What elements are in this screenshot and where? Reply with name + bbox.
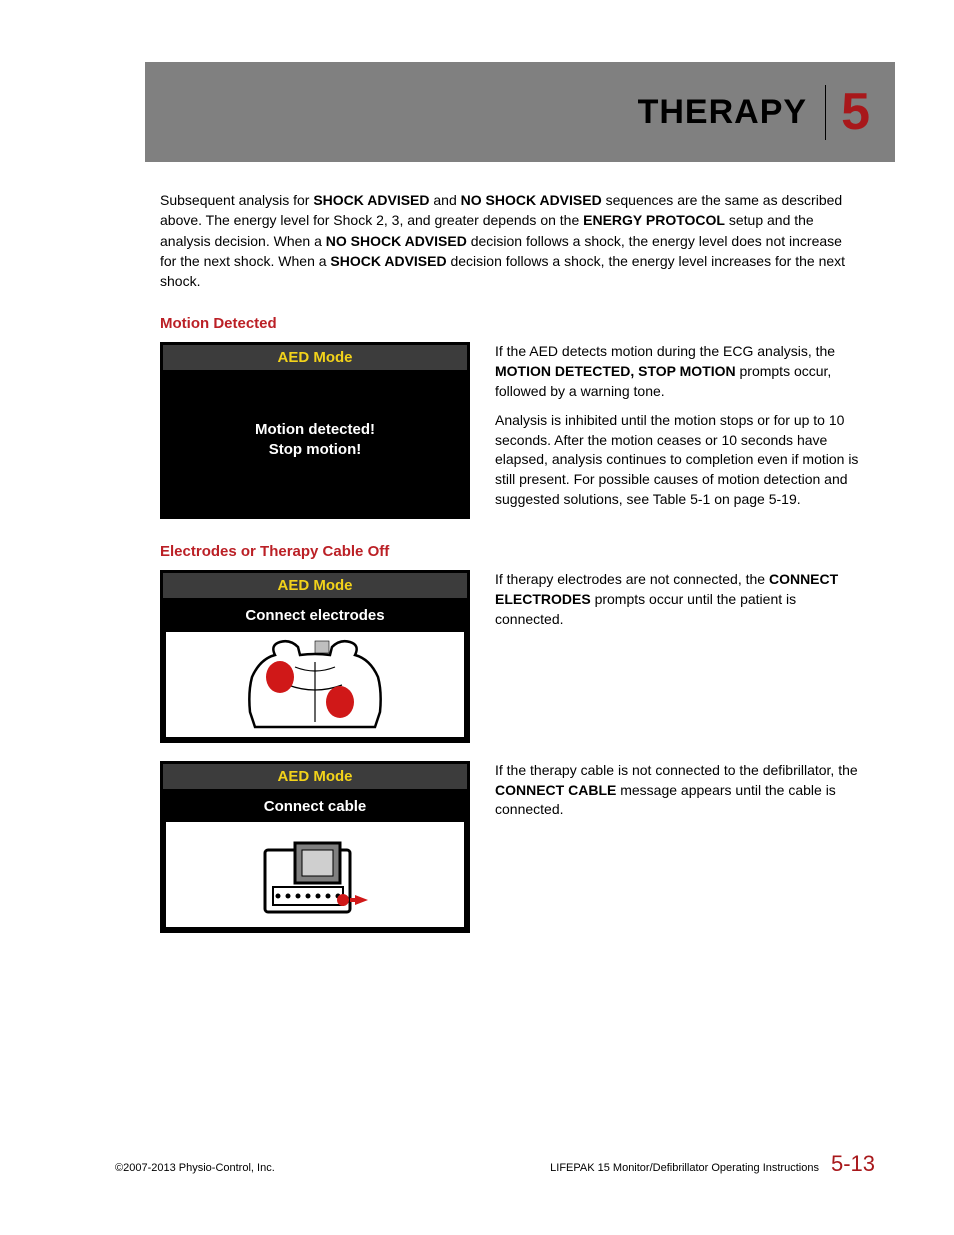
aed-mode-label: AED Mode	[163, 345, 467, 370]
paragraph: Analysis is inhibited until the motion s…	[495, 411, 860, 509]
aed-screen-cable: AED Mode Connect cable	[160, 761, 470, 934]
page-footer: ©2007-2013 Physio-Control, Inc. LIFEPAK …	[115, 1151, 875, 1177]
intro-paragraph: Subsequent analysis for SHOCK ADVISED an…	[160, 190, 860, 291]
page-content: Subsequent analysis for SHOCK ADVISED an…	[160, 190, 860, 951]
screen-message: Connect electrodes	[163, 606, 467, 626]
screen-message-line: Motion detected!	[163, 420, 467, 440]
bold-text: CONNECT CABLE	[495, 782, 616, 798]
section-heading-electrodes: Electrodes or Therapy Cable Off	[160, 543, 860, 560]
aed-screen-electrodes: AED Mode Connect electrodes	[160, 570, 470, 743]
aed-mode-label: AED Mode	[163, 573, 467, 598]
aed-screen-body: Motion detected! Stop motion!	[160, 370, 470, 519]
motion-description: If the AED detects motion during the ECG…	[495, 342, 860, 519]
paragraph: If the therapy cable is not connected to…	[495, 761, 860, 820]
bold-text: ENERGY PROTOCOL	[583, 212, 725, 228]
screen-message-line: Stop motion!	[163, 440, 467, 460]
header-divider	[825, 85, 826, 140]
paragraph: If therapy electrodes are not connected,…	[495, 570, 860, 629]
defibrillator-icon	[240, 825, 390, 925]
aed-screen-body: Connect cable	[160, 789, 470, 934]
electrode-placement-illustration	[166, 632, 464, 737]
text: If therapy electrodes are not connected,…	[495, 571, 769, 587]
cable-row: AED Mode Connect cable	[160, 761, 860, 934]
text: If the AED detects motion during the ECG…	[495, 343, 835, 359]
bold-text: NO SHOCK ADVISED	[461, 192, 602, 208]
text: and	[430, 192, 461, 208]
electrodes-row: AED Mode Connect electrodes	[160, 570, 860, 743]
aed-mode-label: AED Mode	[163, 764, 467, 789]
motion-row: AED Mode Motion detected! Stop motion! I…	[160, 342, 860, 519]
aed-screen-body: Connect electrodes	[160, 598, 470, 743]
bold-text: SHOCK ADVISED	[313, 192, 429, 208]
defibrillator-illustration	[166, 822, 464, 927]
document-title: LIFEPAK 15 Monitor/Defibrillator Operati…	[550, 1162, 819, 1174]
section-heading-motion: Motion Detected	[160, 315, 860, 332]
chapter-header: THERAPY 5	[145, 62, 895, 162]
cable-description: If the therapy cable is not connected to…	[495, 761, 860, 830]
footer-right: LIFEPAK 15 Monitor/Defibrillator Operati…	[550, 1151, 875, 1177]
chapter-number: 5	[841, 82, 870, 142]
bold-text: SHOCK ADVISED	[330, 253, 446, 269]
chapter-title: THERAPY	[638, 93, 807, 132]
copyright-text: ©2007-2013 Physio-Control, Inc.	[115, 1162, 275, 1174]
text: If the therapy cable is not connected to…	[495, 762, 858, 778]
torso-icon	[220, 637, 410, 732]
screen-message: Connect cable	[163, 797, 467, 817]
page-number: 5-13	[831, 1151, 875, 1177]
bold-text: NO SHOCK ADVISED	[326, 233, 467, 249]
bold-text: MOTION DETECTED, STOP MOTION	[495, 363, 736, 379]
aed-screen-motion: AED Mode Motion detected! Stop motion!	[160, 342, 470, 519]
text: Subsequent analysis for	[160, 192, 313, 208]
electrodes-description: If therapy electrodes are not connected,…	[495, 570, 860, 639]
paragraph: If the AED detects motion during the ECG…	[495, 342, 860, 401]
